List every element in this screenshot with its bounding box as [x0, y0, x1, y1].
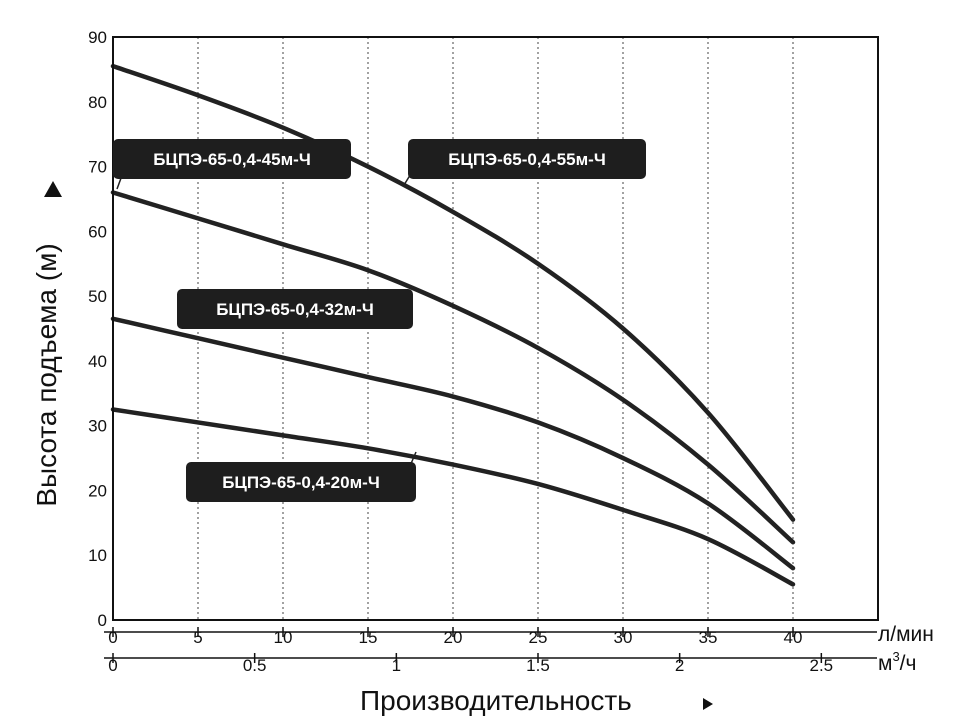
- y-tick-label: 20: [88, 481, 107, 500]
- x-tick-label: 20: [444, 628, 463, 647]
- x-axis-primary: 0 5 10 15 20 25 30 35 40: [104, 627, 877, 647]
- series-label-55: БЦПЭ-65-0,4-55м-Ч: [448, 150, 606, 169]
- series-curve-2: [110, 316, 796, 571]
- x2-tick-label: 2: [675, 656, 684, 675]
- label-box-32: [177, 289, 413, 329]
- series-curve-3: [110, 407, 796, 587]
- series-curve-0: [110, 63, 796, 522]
- series-label-45: БЦПЭ-65-0,4-45м-Ч: [153, 150, 311, 169]
- y-tick-label: 70: [88, 158, 107, 177]
- series-labels: БЦПЭ-65-0,4-45м-Ч БЦПЭ-65-0,4-55м-Ч БЦПЭ…: [113, 139, 646, 502]
- x-tick-label: 30: [614, 628, 633, 647]
- x-unit-secondary-base: м: [878, 652, 892, 675]
- x-unit-primary: л/мин: [878, 623, 934, 646]
- right-arrow-icon: [703, 698, 713, 710]
- label-box-55: [408, 139, 646, 179]
- x-axis-title: Производительность: [360, 685, 632, 716]
- label-box-45: [113, 139, 351, 179]
- y-tick-label: 80: [88, 93, 107, 112]
- label-box-20: [186, 462, 416, 502]
- series-label-32: БЦПЭ-65-0,4-32м-Ч: [216, 300, 374, 319]
- y-axis-title: Высота подъема (м): [31, 243, 62, 506]
- x2-tick-label: 0: [108, 656, 117, 675]
- x-tick-label: 25: [529, 628, 548, 647]
- x-tick-label: 10: [274, 628, 293, 647]
- x2-tick-label: 1.5: [526, 656, 550, 675]
- x-tick-label: 5: [193, 628, 202, 647]
- x2-tick-label: 1: [392, 656, 401, 675]
- y-tick-label: 40: [88, 352, 107, 371]
- y-tick-label: 30: [88, 417, 107, 436]
- x-tick-label: 15: [359, 628, 378, 647]
- y-tick-label: 10: [88, 546, 107, 565]
- x-tick-label: 40: [784, 628, 803, 647]
- y-tick-label: 0: [98, 611, 107, 630]
- series-label-20: БЦПЭ-65-0,4-20м-Ч: [222, 473, 380, 492]
- x-tick-label: 35: [699, 628, 718, 647]
- y-tick-label: 60: [88, 222, 107, 241]
- series-curves: [110, 63, 796, 587]
- y-tick-label: 90: [88, 28, 107, 47]
- x-unit-secondary-tail: /ч: [900, 652, 917, 675]
- up-arrow-icon: [44, 181, 62, 197]
- y-tick-label: 50: [88, 287, 107, 306]
- x-unit-secondary: м3/ч: [878, 649, 916, 675]
- series-curve-1: [110, 190, 796, 545]
- x-axis-secondary: 0 0.5 1 1.5 2 2.5: [104, 653, 877, 675]
- x-tick-label: 0: [108, 628, 117, 647]
- plot-frame: [112, 36, 879, 621]
- x2-tick-label: 2.5: [810, 656, 834, 675]
- x2-tick-label: 0.5: [243, 656, 267, 675]
- x-unit-secondary-sup: 3: [892, 649, 899, 664]
- y-tick-labels: 0 10 20 30 40 50 60 70 80 90: [88, 28, 107, 630]
